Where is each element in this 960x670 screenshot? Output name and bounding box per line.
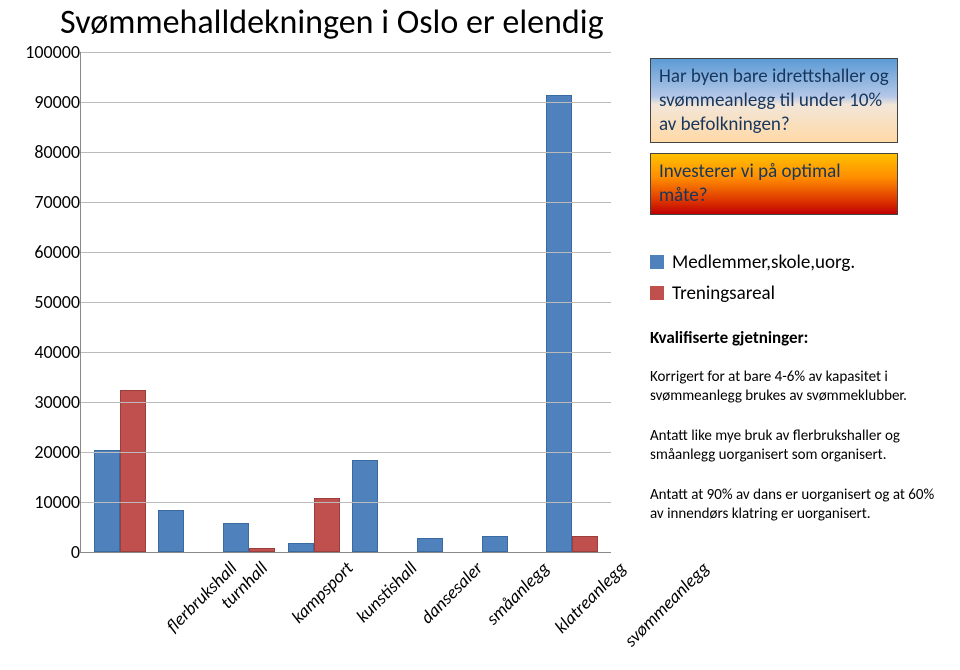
gridline [81,352,611,353]
gridline [81,452,611,453]
bar [352,460,378,552]
y-tick-label: 80000 [20,141,80,163]
plot-area [80,52,611,553]
sidebar: Har byen bare idrettshaller og svømmeanl… [650,58,950,525]
legend-item-0: Medlemmer,skole,uorg. [650,251,950,274]
y-tick-label: 0 [20,541,80,563]
gridline [81,102,611,103]
x-tick-label: dansesaler [416,557,487,628]
gridline [81,252,611,253]
y-tick-label: 90000 [20,91,80,113]
y-tick-label: 50000 [20,291,80,313]
bar [223,523,249,553]
page-title: Svømmehalldekningen i Oslo er elendig [60,2,604,43]
x-tick-label: svømmeanlegg [620,557,714,651]
bar [120,390,146,552]
y-tick-label: 20000 [20,441,80,463]
guess-text-1: Antatt like mye bruk av flerbrukshaller … [650,427,950,466]
bar [417,538,443,553]
x-tick-label: kunstishall [351,557,421,627]
y-tick-label: 100000 [20,41,80,63]
gridline [81,302,611,303]
y-tick-label: 40000 [20,341,80,363]
bar [314,498,340,553]
legend: Medlemmer,skole,uorg. Treningsareal [650,251,950,305]
legend-item-1: Treningsareal [650,282,950,305]
bar [249,548,275,553]
bar [482,536,508,552]
y-tick-label: 70000 [20,191,80,213]
guess-text-0: Korrigert for at bare 4-6% av kapasitet … [650,368,950,407]
y-tick-label: 30000 [20,391,80,413]
legend-label: Medlemmer,skole,uorg. [672,251,855,274]
callout-1: Har byen bare idrettshaller og svømmeanl… [650,58,898,143]
x-tick-label: klatreanlegg [550,557,631,638]
gridline [81,52,611,53]
bar [158,510,184,552]
x-tick-label: kampsport [287,557,358,628]
bar [572,536,598,552]
gridline [81,502,611,503]
legend-swatch-icon [650,286,664,300]
bar [94,450,120,552]
legend-label: Treningsareal [672,282,775,305]
guess-heading: Kvalifiserte gjetninger: [650,327,950,348]
y-tick-label: 10000 [20,491,80,513]
guess-text-2: Antatt at 90% av dans er uorganisert og … [650,486,950,525]
chart: 0 10000 20000 30000 40000 50000 60000 70000 8000… [10,52,620,652]
y-tick-label: 60000 [20,241,80,263]
legend-swatch-icon [650,255,664,269]
gridline [81,402,611,403]
callout-2: Investerer vi på optimal måte? [650,153,898,215]
bar [546,95,572,552]
gridline [81,202,611,203]
bar [288,543,314,553]
gridline [81,152,611,153]
x-tick-label: småanlegg [482,557,554,629]
